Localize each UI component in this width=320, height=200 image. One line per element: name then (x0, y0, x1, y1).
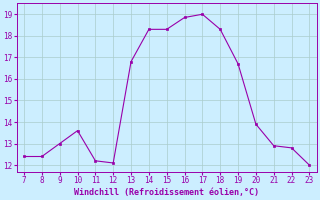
X-axis label: Windchill (Refroidissement éolien,°C): Windchill (Refroidissement éolien,°C) (74, 188, 259, 197)
